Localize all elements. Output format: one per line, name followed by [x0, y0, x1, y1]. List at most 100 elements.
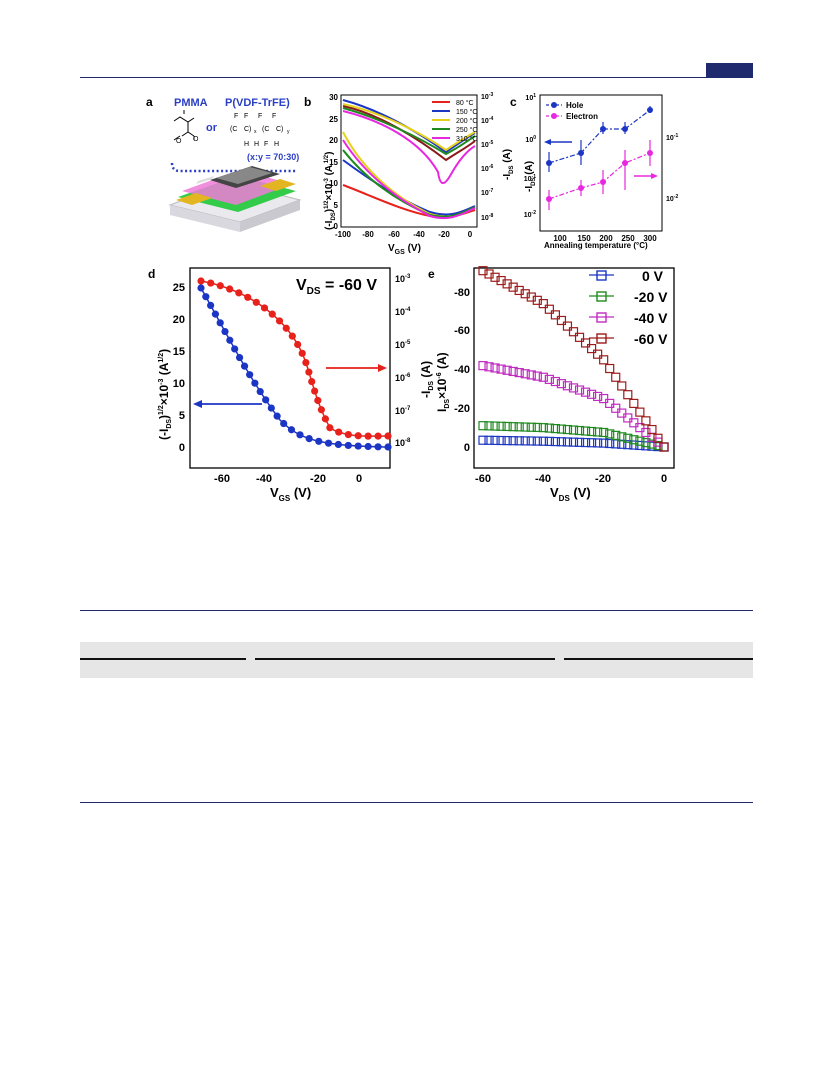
panel-e-marker	[611, 430, 621, 440]
svg-text:10-6: 10-6	[395, 373, 411, 383]
panel-e-marker	[574, 332, 585, 342]
panel-e-marker	[611, 372, 621, 382]
dashed-callout	[170, 162, 296, 173]
panel-e-marker	[580, 338, 591, 348]
panel-e-marker	[526, 436, 536, 446]
panel-e-marker	[496, 435, 506, 446]
panel-d-blue-point	[231, 345, 239, 353]
pvdf-label: P(VDF-TrFE)	[225, 97, 290, 109]
panel-c-xtick: 100	[553, 234, 567, 243]
panel-d-blue-point	[374, 443, 382, 451]
panel-c-xtick: 200	[599, 234, 613, 243]
panel-b-ytick: 5	[334, 201, 339, 210]
panel-e-marker	[617, 381, 627, 391]
pmma-structure-icon: O O	[173, 110, 199, 145]
panel-e-marker	[478, 266, 488, 276]
panel-e-marker	[629, 398, 639, 409]
panel-e-markers	[478, 266, 669, 452]
panel-e-marker	[629, 435, 639, 445]
panel-e-marker	[538, 372, 548, 382]
panel-e-marker	[502, 279, 512, 289]
panel-e-marker	[562, 381, 573, 391]
svg-text:H: H	[254, 141, 259, 148]
panel-e-marker	[556, 437, 567, 447]
header-rule	[80, 77, 753, 78]
panel-e-marker	[556, 424, 567, 434]
svg-text:10-2: 10-2	[666, 194, 678, 203]
panel-c-legend-electron: Electron	[566, 112, 598, 121]
panel-e-ylabel: IDS×10-6 (A)	[435, 352, 451, 412]
panel-d-red-point	[326, 424, 334, 432]
panel-e-marker	[508, 366, 518, 377]
table-bottom-rule	[80, 802, 753, 803]
panel-e-marker	[508, 282, 518, 292]
panel-b-xtick: -40	[413, 230, 425, 239]
svg-text:10-2: 10-2	[524, 210, 536, 219]
panel-e-marker	[580, 437, 591, 448]
panel-d-red-point	[244, 293, 252, 301]
panel-e-marker	[623, 413, 633, 423]
svg-text:O: O	[193, 136, 199, 143]
panel-c-xtick: 300	[643, 234, 657, 243]
panel-b-ytick: 15	[329, 158, 338, 167]
panel-e-marker	[586, 343, 597, 354]
panel-d-blue-point	[197, 284, 205, 292]
panel-e-letter: e	[428, 267, 435, 281]
panel-d-red-points	[197, 277, 392, 440]
panel-e-marker	[556, 379, 567, 389]
panel-e-marker	[574, 425, 585, 436]
panel-d-red-point	[216, 282, 224, 290]
panel-d-red-point	[235, 289, 243, 297]
panel-e-ytick: -20	[454, 403, 470, 415]
panel-e-marker	[623, 390, 633, 400]
panel-b-legend-4: 310 °C	[456, 135, 477, 143]
svg-text:10-1: 10-1	[666, 133, 678, 142]
svg-text:10-5: 10-5	[481, 140, 493, 149]
panel-e-marker	[508, 422, 518, 432]
panel-d-red-point	[311, 387, 319, 395]
panel-e-marker	[586, 389, 597, 399]
panel-b-letter: b	[304, 95, 311, 109]
svg-text:H: H	[274, 141, 279, 148]
svg-text:10-3: 10-3	[395, 274, 411, 284]
panel-d-ylabel-right: -IDS (A)	[419, 361, 435, 398]
panel-e-marker	[496, 275, 506, 286]
panel-b-ytick: 25	[329, 115, 338, 124]
panel-b-legend-0: 80 °C	[456, 99, 474, 107]
panel-d-ytick: 10	[173, 378, 185, 390]
panel-d-red-point	[305, 368, 313, 376]
panel-d-red-point	[268, 310, 276, 318]
panel-e-marker	[562, 321, 573, 331]
panel-d-red-point	[308, 377, 316, 386]
panel-e-marker	[484, 421, 494, 431]
panel-e-marker	[580, 426, 591, 436]
panel-b-ytick: 10	[329, 179, 338, 188]
panel-e-marker	[532, 422, 542, 433]
panel-e-marker	[623, 433, 633, 443]
svg-text:F: F	[234, 113, 238, 120]
svg-text:101: 101	[525, 93, 536, 102]
table-header-line	[564, 658, 753, 660]
panel-e-marker	[593, 427, 603, 437]
panel-d-red-point	[252, 298, 260, 306]
panel-d-blue-point	[280, 419, 288, 428]
panel-e-marker	[484, 435, 494, 445]
panel-e-marker	[599, 438, 609, 448]
panel-e-marker	[623, 440, 633, 450]
svg-text:F: F	[264, 141, 268, 148]
panel-d-red-point	[384, 432, 392, 440]
panel-e-marker	[490, 363, 500, 373]
svg-text:F: F	[272, 113, 276, 120]
panel-e-marker	[496, 364, 506, 374]
panel-e-marker	[490, 435, 500, 446]
panel-e-marker	[526, 422, 536, 432]
panel-e-marker	[550, 310, 561, 320]
panel-d-xtick: -60	[214, 473, 230, 485]
panel-d-red-point	[335, 428, 343, 436]
panel-d-blue-point	[344, 441, 352, 450]
panel-e-ytick: 0	[464, 442, 470, 454]
panel-e-xtick: -40	[535, 473, 551, 485]
panel-e-marker	[605, 438, 615, 449]
panel-c-xlabel: Annealing temperature (°C)	[544, 241, 648, 250]
